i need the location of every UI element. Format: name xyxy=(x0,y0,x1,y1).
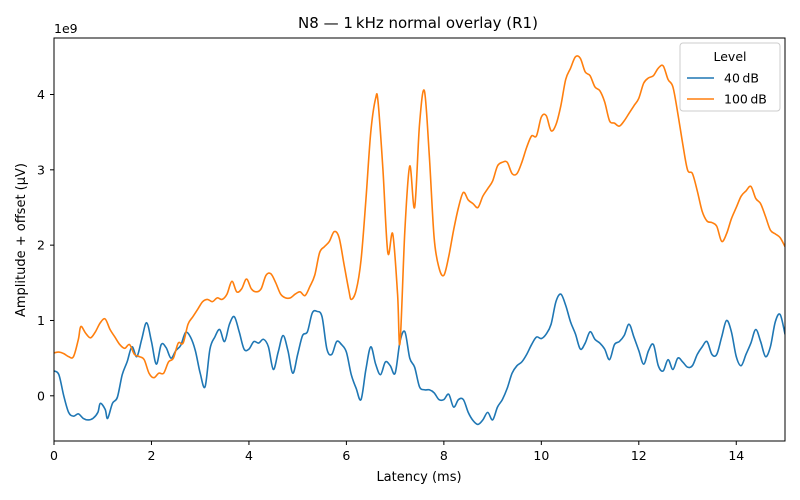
y-tick-label: 0 xyxy=(37,388,45,403)
series-layer xyxy=(54,55,785,426)
x-tick-label: 2 xyxy=(147,448,155,463)
plot-area xyxy=(53,37,786,442)
chart-title: N8 — 1 kHz normal overlay (R1) xyxy=(298,14,538,32)
x-tick-label: 14 xyxy=(728,448,744,463)
legend-title: Level xyxy=(714,49,747,64)
x-axis-label: Latency (ms) xyxy=(376,470,461,485)
y-axis-label: Amplitude + offset (µV) xyxy=(14,163,29,317)
y-multiplier-label: 1e9 xyxy=(54,21,78,36)
x-tick-label: 6 xyxy=(342,448,350,463)
x-tick-label: 8 xyxy=(440,448,448,463)
x-tick-label: 12 xyxy=(631,448,647,463)
y-axis: 0 1 2 3 4 xyxy=(37,87,54,403)
y-tick-label: 3 xyxy=(37,162,45,177)
y-tick-label: 2 xyxy=(37,238,45,253)
legend-label: 40 dB xyxy=(724,71,759,86)
plot-frame xyxy=(53,37,786,442)
legend-box xyxy=(679,42,781,112)
x-tick-label: 0 xyxy=(50,448,58,463)
y-tick-label: 1 xyxy=(37,313,45,328)
x-tick-label: 4 xyxy=(245,448,253,463)
legend-label: 100 dB xyxy=(724,92,767,107)
legend-entries: 40 dB 100 dB xyxy=(687,71,767,107)
x-axis: 0 2 4 6 8 10 12 14 xyxy=(50,441,744,463)
series-line-low xyxy=(54,293,785,426)
series-line-high xyxy=(54,55,785,379)
legend: Level 40 dB 100 dB xyxy=(679,42,781,112)
x-tick-label: 10 xyxy=(533,448,549,463)
y-tick-label: 4 xyxy=(37,87,45,102)
